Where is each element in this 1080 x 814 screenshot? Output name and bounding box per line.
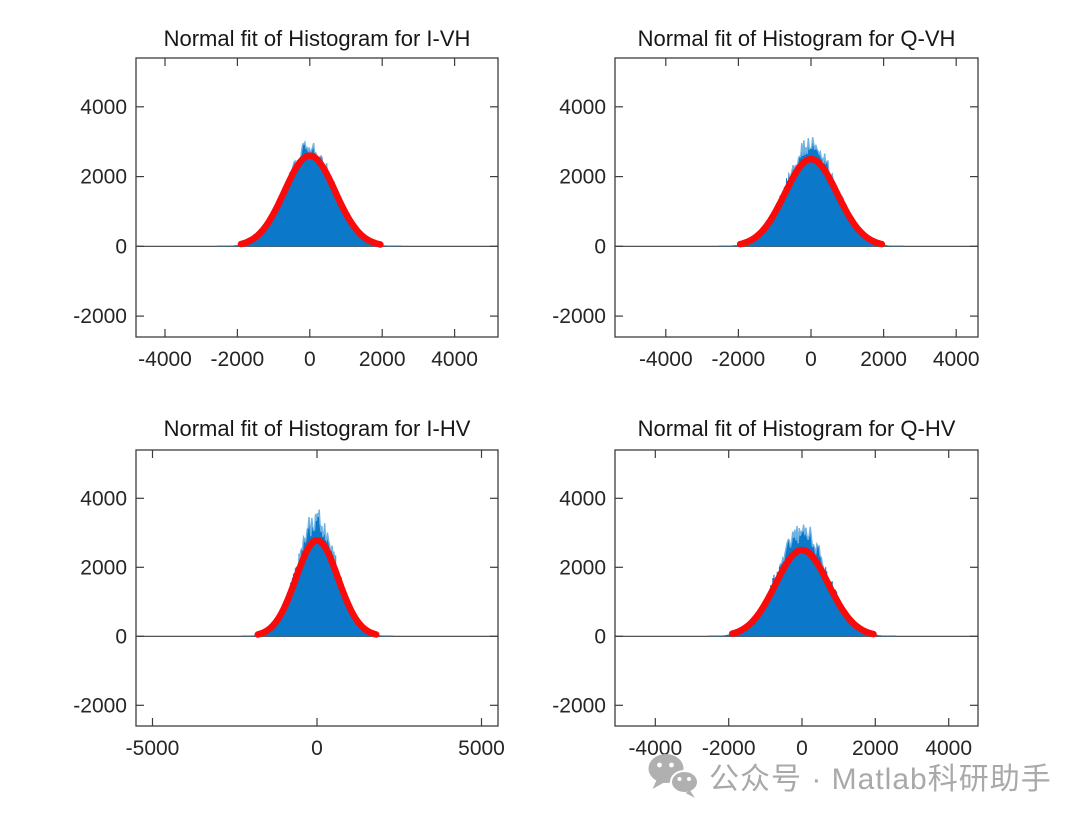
y-tick-label: 0 (115, 625, 127, 648)
y-tick-label: 0 (594, 625, 606, 648)
histogram-bar-caps (788, 137, 834, 182)
x-tick-label: 0 (304, 348, 316, 371)
y-tick-label: 4000 (80, 487, 127, 510)
y-tick-label: 2000 (80, 166, 127, 189)
y-tick-label: 2000 (559, 556, 606, 579)
normal-fit-curve (736, 155, 886, 248)
subplot-q-hv: -4000 -2000 0 2000 4000 -2000 0 2000 4000 Normal… (540, 400, 1080, 814)
y-tick-label: -2000 (552, 694, 606, 717)
y-tick-label: 4000 (559, 96, 606, 119)
subplot-title-i-hv: Normal fit of Histogram for I-HV (163, 416, 471, 441)
x-tick-label: -2000 (211, 348, 265, 371)
x-tick-label: -4000 (639, 348, 693, 371)
y-tick-label: 4000 (559, 487, 606, 510)
x-tick-label: -2000 (712, 348, 766, 371)
x-tick-label: -5000 (126, 737, 180, 760)
x-tick-label: -4000 (628, 737, 682, 760)
subplot-title-q-hv: Normal fit of Histogram for Q-HV (637, 416, 956, 441)
plot-area-i-vh: -4000 -2000 0 2000 4000 -2000 0 2000 4000 (73, 57, 499, 371)
x-tick-label: 0 (796, 737, 808, 760)
plot-area-i-hv: -5000 0 5000 -2000 0 2000 4000 (73, 449, 505, 760)
subplot-i-hv: -5000 0 5000 -2000 0 2000 4000 Normal fit of H… (0, 400, 540, 814)
y-tick-label: 2000 (80, 556, 127, 579)
subplot-i-vh: -4000 -2000 0 2000 4000 -2000 0 2000 4000 Normal… (0, 0, 540, 400)
axes-box (135, 57, 499, 338)
x-tick-label: 5000 (458, 737, 505, 760)
subplot-q-vh: -4000 -2000 0 2000 4000 -2000 0 2000 4000 Normal… (540, 0, 1080, 400)
x-tick-label: 2000 (359, 348, 406, 371)
histogram-bars (217, 142, 403, 247)
subplot-title-q-vh: Normal fit of Histogram for Q-VH (637, 26, 956, 51)
normal-fit-curve (254, 537, 380, 638)
x-tick-label: 2000 (860, 348, 907, 371)
histogram-bars (718, 137, 904, 247)
x-tick-label: 0 (311, 737, 323, 760)
x-tick-label: 4000 (431, 348, 478, 371)
normal-fit-curve (237, 152, 384, 248)
plot-area-q-vh: -4000 -2000 0 2000 4000 -2000 0 2000 4000 (552, 57, 980, 371)
y-tick-label: 4000 (80, 96, 127, 119)
subplot-title-i-vh: Normal fit of Histogram for I-VH (163, 26, 471, 51)
axes-box (614, 449, 979, 727)
y-tick-label: -2000 (552, 305, 606, 328)
histogram-bar-caps (778, 524, 826, 571)
x-tick-label: 0 (805, 348, 817, 371)
x-tick-label: 2000 (852, 737, 899, 760)
y-tick-label: -2000 (73, 694, 127, 717)
y-tick-label: 2000 (559, 166, 606, 189)
histogram-bars (241, 509, 394, 637)
axes-box (614, 57, 979, 338)
histogram-bars (708, 524, 896, 637)
y-tick-label: 0 (115, 235, 127, 258)
plot-area-q-hv: -4000 -2000 0 2000 4000 -2000 0 2000 4000 (552, 449, 979, 760)
normal-fit-curve (729, 546, 877, 638)
y-tick-label: -2000 (73, 305, 127, 328)
x-tick-label: -4000 (138, 348, 192, 371)
y-tick-label: 0 (594, 235, 606, 258)
x-tick-label: -2000 (702, 737, 756, 760)
histogram-bar-caps (298, 509, 336, 562)
x-tick-label: 4000 (933, 348, 980, 371)
x-tick-label: 4000 (925, 737, 972, 760)
